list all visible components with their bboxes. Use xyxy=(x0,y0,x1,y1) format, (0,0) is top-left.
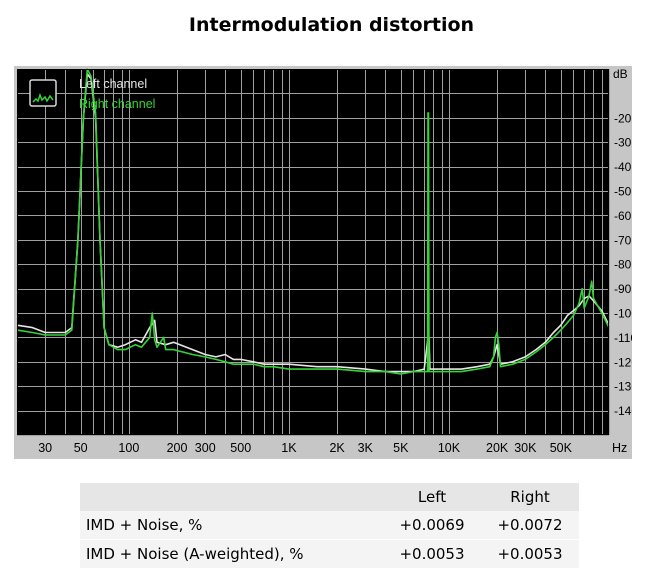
plot-area xyxy=(17,69,609,435)
legend-label-right: Right channel xyxy=(79,97,155,111)
chart-title: Intermodulation distortion xyxy=(188,14,475,36)
x-tick-label: 30 xyxy=(38,441,52,455)
y-tick-label: -110 xyxy=(614,331,632,345)
x-tick-label: 50K xyxy=(550,441,573,455)
legend-icon-graph xyxy=(32,92,54,103)
y-tick-label: -80 xyxy=(614,258,632,272)
table-row: IMD + Noise (A-weighted), % +0.0053 +0.0… xyxy=(80,539,579,568)
y-tick-label: -70 xyxy=(614,233,632,247)
imd-chart: Left channel Right channel -20 -30 -40 -50 -60… xyxy=(16,67,632,455)
row-label: IMD + Noise (A-weighted), % xyxy=(80,539,383,568)
plot-frame xyxy=(17,69,609,435)
y-tick-label: -50 xyxy=(614,185,632,199)
x-tick-label: 50 xyxy=(74,441,88,455)
row-label: IMD + Noise, % xyxy=(86,516,203,534)
row-left-value: +0.0069 xyxy=(399,516,465,534)
legend: Left channel Right channel xyxy=(29,77,155,111)
row-right-value: +0.0053 xyxy=(481,539,579,568)
x-tick-label: 300 xyxy=(195,441,216,455)
x-tick-label: 200 xyxy=(167,441,188,455)
x-tick-label: 5K xyxy=(393,441,409,455)
x-tick-label: 30K xyxy=(514,441,537,455)
y-tick-label: -60 xyxy=(614,209,632,223)
y-tick-label: -120 xyxy=(614,355,632,369)
x-tick-label: 2K xyxy=(329,441,345,455)
row-left-value: +0.0053 xyxy=(383,539,481,568)
x-tick-label: 1K xyxy=(281,441,297,455)
results-header-blank xyxy=(80,483,383,511)
y-tick-label: -140 xyxy=(614,404,632,418)
results-header-right: Right xyxy=(510,488,550,506)
x-unit-label: Hz xyxy=(612,441,627,455)
table-row: IMD + Noise, % +0.0069 +0.0072 xyxy=(80,511,579,540)
y-tick-label: -20 xyxy=(614,111,632,125)
x-tick-label: 10K xyxy=(438,441,461,455)
results-header-row: Left Right xyxy=(80,483,579,511)
x-tick-label: 500 xyxy=(230,441,251,455)
y-tick-label: -40 xyxy=(614,160,632,174)
grid-lines xyxy=(17,69,610,436)
series-line-right xyxy=(16,68,610,375)
x-tick-label: 3K xyxy=(358,441,374,455)
y-tick-label: -90 xyxy=(614,282,632,296)
y-tick-label: -30 xyxy=(614,136,632,150)
row-right-value: +0.0072 xyxy=(497,516,563,534)
y-unit-label: dB xyxy=(613,67,628,81)
results-table: Left Right IMD + Noise, % +0.0069 +0.007… xyxy=(80,483,579,568)
legend-label-left: Left channel xyxy=(79,77,147,91)
y-tick-label: -130 xyxy=(614,380,632,394)
results-header-left: Left xyxy=(417,488,447,506)
y-tick-label: -100 xyxy=(614,307,632,321)
x-tick-label: 20K xyxy=(486,441,509,455)
x-tick-label: 100 xyxy=(118,441,139,455)
chart-panel: Left channel Right channel -20 -30 -40 -50 -60… xyxy=(14,66,632,459)
